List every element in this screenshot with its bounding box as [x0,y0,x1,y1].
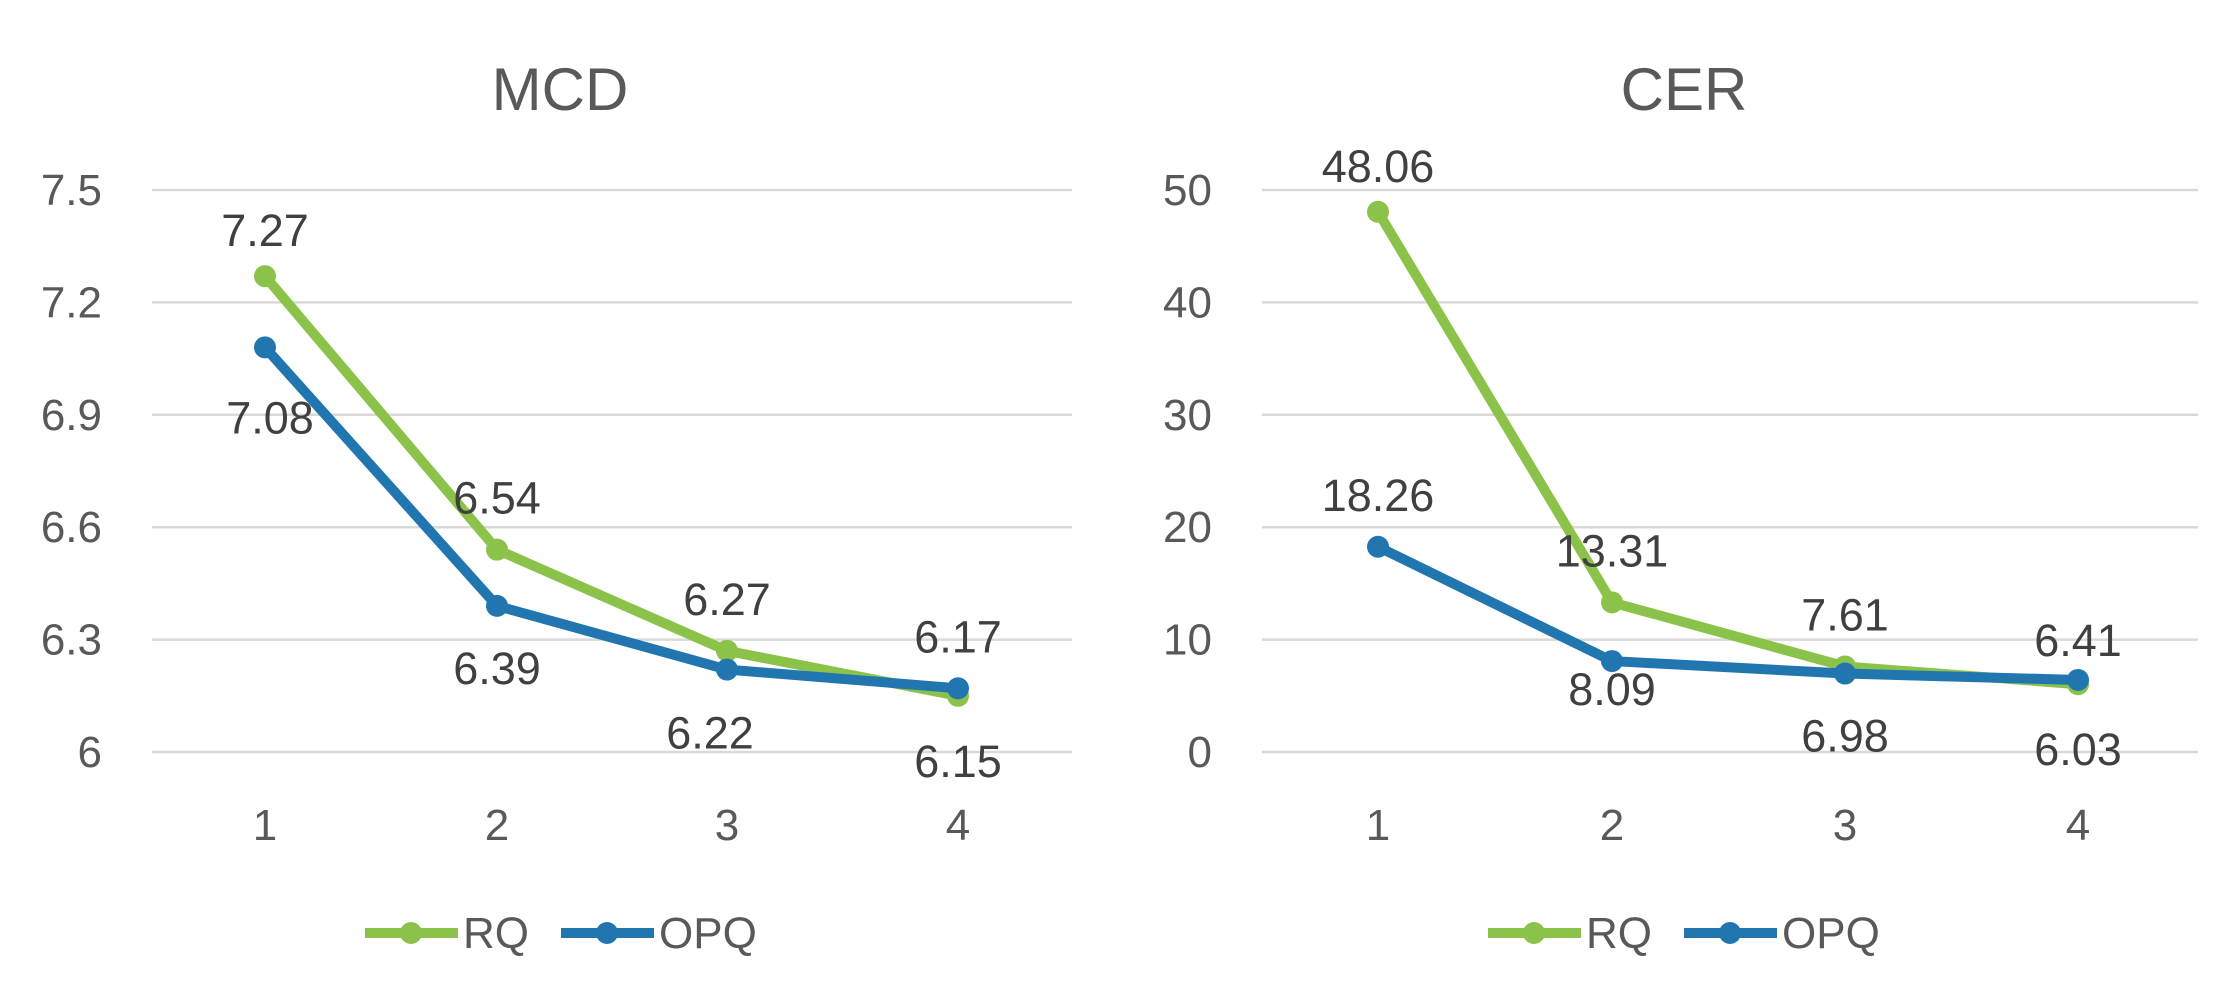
data-point [486,538,508,561]
chart-title: CER [1621,56,1748,123]
series-line-rq [260,271,963,701]
data-point [1834,662,1856,685]
chart-title: MCD [492,56,629,123]
legend-label: RQ [1586,909,1652,958]
data-point [947,677,969,700]
legend-label: OPQ [1782,909,1880,958]
legend-label: RQ [463,909,529,958]
y-tick-label: 6.9 [41,391,102,440]
y-tick-label: 7.5 [41,166,102,215]
data-label: 6.27 [683,574,771,625]
data-point [716,658,738,681]
series-line-opq [260,342,963,694]
x-tick-label: 1 [253,801,277,850]
y-tick-label: 6.6 [41,503,102,552]
y-tick-label: 30 [1163,391,1212,440]
data-label: 18.26 [1322,470,1435,521]
data-label: 13.31 [1556,525,1669,576]
data-label: 8.09 [1568,664,1656,715]
legend-label: OPQ [659,909,757,958]
data-label: 6.22 [666,708,754,759]
y-tick-label: 20 [1163,503,1212,552]
data-point [1367,535,1389,558]
y-tick-label: 7.2 [41,278,102,327]
y-tick-label: 40 [1163,278,1212,327]
data-label: 6.15 [914,736,1002,787]
data-point [2067,668,2089,691]
data-label: 7.08 [226,392,314,443]
data-point [1601,650,1623,673]
data-label: 6.98 [1801,711,1889,762]
data-label: 6.17 [914,611,1002,662]
data-point [1367,200,1389,223]
x-tick-label: 3 [715,801,739,850]
data-point [716,639,738,662]
y-tick-label: 10 [1163,616,1212,665]
y-tick-label: 50 [1163,166,1212,215]
legend-marker-opq [1719,922,1741,944]
legend-marker-rq [400,922,422,944]
data-point [254,265,276,288]
y-tick-label: 0 [1188,728,1212,777]
data-point [1601,591,1623,614]
data-point [486,594,508,617]
x-tick-label: 2 [1600,801,1624,850]
x-tick-label: 3 [1833,801,1857,850]
y-tick-label: 6.3 [41,616,102,665]
data-label: 6.39 [453,643,541,694]
series-line-opq [1373,541,2083,685]
x-tick-label: 4 [2066,801,2090,850]
data-label: 6.41 [2034,615,2122,666]
x-tick-label: 2 [485,801,509,850]
x-tick-label: 1 [1366,801,1390,850]
data-label: 6.54 [453,473,541,524]
data-label: 6.03 [2034,724,2122,775]
data-label: 48.06 [1322,141,1435,192]
legend-marker-opq [596,922,618,944]
x-tick-label: 4 [946,801,970,850]
data-label: 7.27 [221,205,309,256]
series-line-rq [1373,206,2083,690]
legend-marker-rq [1523,922,1545,944]
data-point [254,336,276,359]
data-label: 7.61 [1801,589,1889,640]
y-tick-label: 6 [78,728,102,777]
